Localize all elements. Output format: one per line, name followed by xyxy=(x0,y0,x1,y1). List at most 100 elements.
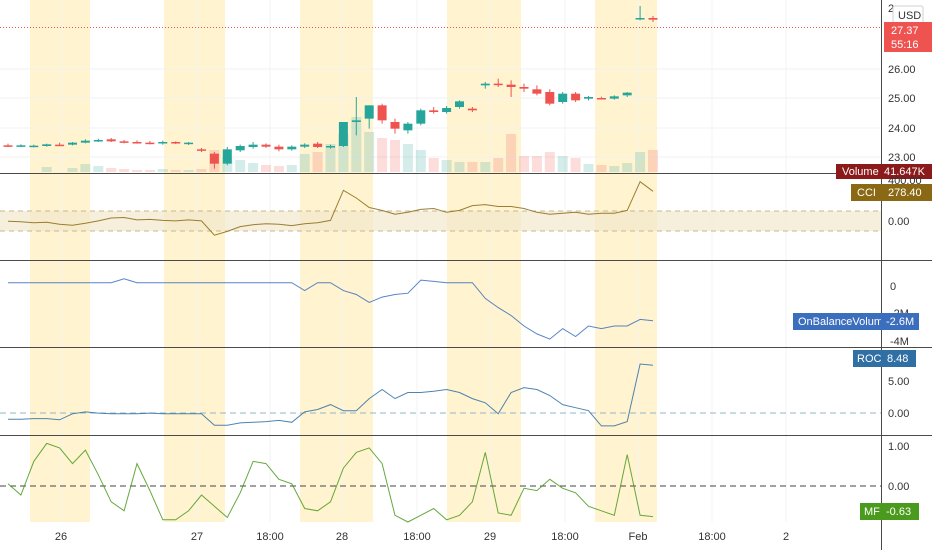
time-label: 27 xyxy=(191,531,203,543)
currency-label: USD xyxy=(898,10,921,22)
candle-body xyxy=(158,142,168,144)
volume-bar xyxy=(390,140,400,172)
roc-tick: 5.00 xyxy=(888,376,909,388)
candle-body xyxy=(184,142,194,145)
obv-tick: 0 xyxy=(890,281,896,293)
candle-body xyxy=(16,145,26,147)
price-tick: 23.00 xyxy=(888,152,916,164)
mf-legend[interactable]: MF -0.63 xyxy=(860,503,919,520)
candle-body xyxy=(545,92,555,104)
indicator-lines xyxy=(7,180,654,523)
candle-body xyxy=(326,146,335,148)
time-label: 18:00 xyxy=(403,531,431,543)
price-axis[interactable]: 2 26.00 25.00 24.00 23.00 xyxy=(888,3,916,164)
volume-bar xyxy=(338,134,349,172)
candle-body xyxy=(377,105,387,121)
price-tick: 24.00 xyxy=(888,123,916,135)
candle-body xyxy=(119,141,129,143)
volume-bar xyxy=(506,134,517,172)
volume-bar xyxy=(93,166,104,172)
candle-body xyxy=(584,97,593,99)
volume-bar xyxy=(80,164,91,172)
candle-body xyxy=(171,142,181,144)
candle-body xyxy=(403,123,413,131)
obv-value: -2.6M xyxy=(886,316,914,328)
candle-body xyxy=(132,142,142,144)
time-label: 18:00 xyxy=(551,531,579,543)
volume-label: Volume xyxy=(842,166,879,178)
volume-bar xyxy=(648,150,658,172)
candle-body xyxy=(519,87,529,89)
time-axis[interactable]: 26 27 18:00 28 18:00 29 18:00 Feb 18:00 … xyxy=(55,531,789,543)
obv-label: OnBalanceVolume xyxy=(798,316,889,328)
volume-bar xyxy=(119,169,130,172)
candle-body xyxy=(3,145,13,147)
time-label: 18:00 xyxy=(256,531,284,543)
candle-body xyxy=(442,108,452,112)
volume-bar xyxy=(196,169,207,172)
roc-line xyxy=(8,363,654,427)
cci-legend[interactable]: CCI 278.40 xyxy=(851,184,932,201)
obv-line xyxy=(8,278,654,340)
volume-bar xyxy=(454,162,465,172)
currency-badge[interactable]: USD xyxy=(892,5,924,24)
volume-value: 41.647K xyxy=(884,166,926,178)
mf-axis[interactable]: 1.00 0.00 xyxy=(888,441,909,493)
candle-body xyxy=(455,101,464,107)
volume-bar xyxy=(480,162,491,172)
volume-bar xyxy=(170,170,181,172)
volume-bar xyxy=(157,169,168,172)
volume-bar xyxy=(428,158,439,172)
time-label: 28 xyxy=(336,531,348,543)
time-label: 2 xyxy=(783,531,789,543)
volume-bar xyxy=(299,154,310,172)
candle-body xyxy=(390,122,400,129)
candle-body xyxy=(648,18,658,20)
candle-body xyxy=(106,139,116,142)
candle-body xyxy=(300,144,310,147)
cci-label: CCI xyxy=(857,187,876,199)
cci-line xyxy=(7,180,654,236)
volume-bar xyxy=(402,144,413,172)
obv-legend[interactable]: OnBalanceVolume -2.6M xyxy=(793,313,919,330)
price-tick-top-partial: 2 xyxy=(888,3,894,15)
candle-body xyxy=(622,92,632,96)
roc-legend[interactable]: ROC 8.48 xyxy=(853,350,916,367)
candle-body xyxy=(274,146,284,150)
candle-body xyxy=(635,18,645,20)
countdown-label: 55:16 xyxy=(891,39,919,51)
time-label: Feb xyxy=(629,531,648,543)
obv-tick: -4M xyxy=(890,336,909,348)
volume-bar xyxy=(519,156,529,172)
time-label: 29 xyxy=(484,531,496,543)
volume-bar xyxy=(248,163,259,172)
mf-line xyxy=(7,442,654,523)
mf-value: -0.63 xyxy=(886,506,911,518)
candle-body xyxy=(364,105,374,119)
volume-bar xyxy=(467,162,478,172)
roc-axis[interactable]: 5.00 0.00 xyxy=(888,376,909,420)
candle-body xyxy=(429,110,439,112)
volume-bar xyxy=(261,165,271,172)
candle-body xyxy=(467,108,477,111)
volume-bar xyxy=(41,167,52,172)
volume-bars xyxy=(41,117,658,172)
candle-body xyxy=(29,145,39,148)
candle-body xyxy=(571,93,581,101)
cci-axis[interactable]: 400.00 0.00 xyxy=(888,175,922,228)
volume-legend[interactable]: Volume 41.647K xyxy=(836,164,932,179)
candle-body xyxy=(609,96,619,99)
candle-body xyxy=(416,110,426,124)
roc-value: 8.48 xyxy=(887,353,908,365)
volume-bar xyxy=(557,156,568,172)
cci-band xyxy=(0,210,881,232)
candle-body xyxy=(493,83,503,86)
candle-body xyxy=(93,140,103,142)
volume-bar xyxy=(235,160,246,172)
volume-bar xyxy=(415,150,426,172)
candle-body xyxy=(338,122,348,146)
candle-body xyxy=(480,83,490,86)
candle-body xyxy=(287,146,297,150)
volume-bar xyxy=(286,165,297,172)
